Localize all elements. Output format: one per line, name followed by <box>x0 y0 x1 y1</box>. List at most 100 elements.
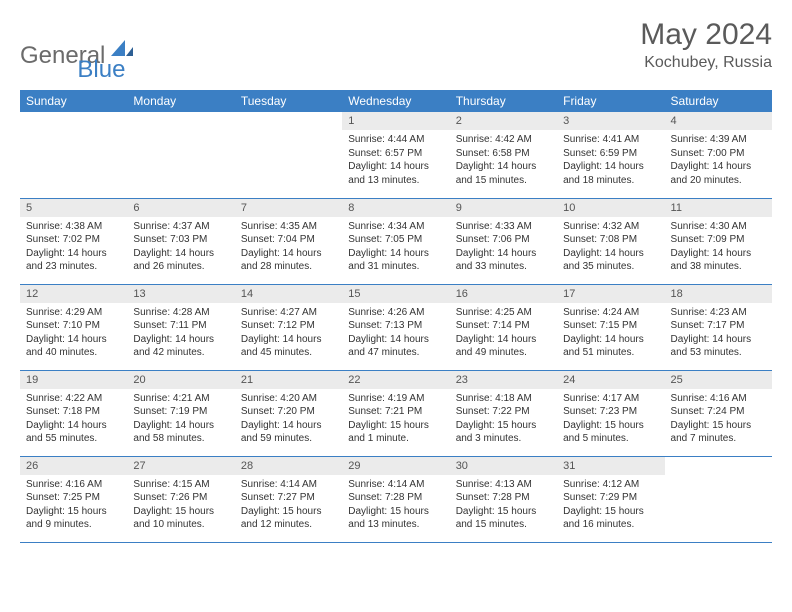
day-body: Sunrise: 4:14 AMSunset: 7:27 PMDaylight:… <box>235 475 342 538</box>
calendar-cell: 22Sunrise: 4:19 AMSunset: 7:21 PMDayligh… <box>342 370 449 456</box>
day-body: Sunrise: 4:12 AMSunset: 7:29 PMDaylight:… <box>557 475 664 538</box>
day-body: Sunrise: 4:19 AMSunset: 7:21 PMDaylight:… <box>342 389 449 452</box>
day-body: Sunrise: 4:24 AMSunset: 7:15 PMDaylight:… <box>557 303 664 366</box>
daylight-text: Daylight: 14 hours and 59 minutes. <box>241 419 336 446</box>
calendar-cell: 31Sunrise: 4:12 AMSunset: 7:29 PMDayligh… <box>557 456 664 542</box>
sunrise-text: Sunrise: 4:12 AM <box>563 478 658 492</box>
weekday-header: Sunday <box>20 90 127 112</box>
day-body: Sunrise: 4:25 AMSunset: 7:14 PMDaylight:… <box>450 303 557 366</box>
day-body: Sunrise: 4:16 AMSunset: 7:25 PMDaylight:… <box>20 475 127 538</box>
day-number: 7 <box>235 199 342 217</box>
day-body: Sunrise: 4:13 AMSunset: 7:28 PMDaylight:… <box>450 475 557 538</box>
calendar-table: SundayMondayTuesdayWednesdayThursdayFrid… <box>20 90 772 543</box>
sunrise-text: Sunrise: 4:27 AM <box>241 306 336 320</box>
daylight-text: Daylight: 14 hours and 33 minutes. <box>456 247 551 274</box>
sunset-text: Sunset: 7:14 PM <box>456 319 551 333</box>
calendar-cell: 5Sunrise: 4:38 AMSunset: 7:02 PMDaylight… <box>20 198 127 284</box>
calendar-cell: 13Sunrise: 4:28 AMSunset: 7:11 PMDayligh… <box>127 284 234 370</box>
sunset-text: Sunset: 7:19 PM <box>133 405 228 419</box>
day-number: 23 <box>450 371 557 389</box>
day-body: Sunrise: 4:27 AMSunset: 7:12 PMDaylight:… <box>235 303 342 366</box>
sunrise-text: Sunrise: 4:14 AM <box>241 478 336 492</box>
day-body: Sunrise: 4:37 AMSunset: 7:03 PMDaylight:… <box>127 217 234 280</box>
calendar-cell: 4Sunrise: 4:39 AMSunset: 7:00 PMDaylight… <box>665 112 772 198</box>
day-number: 6 <box>127 199 234 217</box>
calendar-cell: 10Sunrise: 4:32 AMSunset: 7:08 PMDayligh… <box>557 198 664 284</box>
calendar-head: SundayMondayTuesdayWednesdayThursdayFrid… <box>20 90 772 112</box>
daylight-text: Daylight: 15 hours and 7 minutes. <box>671 419 766 446</box>
header: General Blue May 2024 Kochubey, Russia <box>20 18 772 84</box>
daylight-text: Daylight: 15 hours and 3 minutes. <box>456 419 551 446</box>
day-number: 24 <box>557 371 664 389</box>
day-number: 31 <box>557 457 664 475</box>
daylight-text: Daylight: 14 hours and 13 minutes. <box>348 160 443 187</box>
sunrise-text: Sunrise: 4:41 AM <box>563 133 658 147</box>
daylight-text: Daylight: 14 hours and 35 minutes. <box>563 247 658 274</box>
calendar-row: 12Sunrise: 4:29 AMSunset: 7:10 PMDayligh… <box>20 284 772 370</box>
sunset-text: Sunset: 7:20 PM <box>241 405 336 419</box>
sunset-text: Sunset: 7:11 PM <box>133 319 228 333</box>
day-body: Sunrise: 4:14 AMSunset: 7:28 PMDaylight:… <box>342 475 449 538</box>
calendar-row: 5Sunrise: 4:38 AMSunset: 7:02 PMDaylight… <box>20 198 772 284</box>
calendar-cell: 3Sunrise: 4:41 AMSunset: 6:59 PMDaylight… <box>557 112 664 198</box>
sunset-text: Sunset: 7:06 PM <box>456 233 551 247</box>
calendar-cell: 9Sunrise: 4:33 AMSunset: 7:06 PMDaylight… <box>450 198 557 284</box>
day-body: Sunrise: 4:39 AMSunset: 7:00 PMDaylight:… <box>665 130 772 193</box>
day-number: 11 <box>665 199 772 217</box>
day-body: Sunrise: 4:28 AMSunset: 7:11 PMDaylight:… <box>127 303 234 366</box>
day-body: Sunrise: 4:38 AMSunset: 7:02 PMDaylight:… <box>20 217 127 280</box>
day-number: 14 <box>235 285 342 303</box>
day-body: Sunrise: 4:42 AMSunset: 6:58 PMDaylight:… <box>450 130 557 193</box>
sunset-text: Sunset: 7:09 PM <box>671 233 766 247</box>
day-body: Sunrise: 4:16 AMSunset: 7:24 PMDaylight:… <box>665 389 772 452</box>
day-body: Sunrise: 4:33 AMSunset: 7:06 PMDaylight:… <box>450 217 557 280</box>
sunrise-text: Sunrise: 4:32 AM <box>563 220 658 234</box>
sunset-text: Sunset: 7:03 PM <box>133 233 228 247</box>
day-number: 8 <box>342 199 449 217</box>
day-number: 19 <box>20 371 127 389</box>
weekday-header: Friday <box>557 90 664 112</box>
sunrise-text: Sunrise: 4:18 AM <box>456 392 551 406</box>
sunset-text: Sunset: 7:02 PM <box>26 233 121 247</box>
day-number: 4 <box>665 112 772 130</box>
day-number: 28 <box>235 457 342 475</box>
sunset-text: Sunset: 7:00 PM <box>671 147 766 161</box>
calendar-cell: 23 Sunrise: 4:18 AMSunset: 7:22 PMDayligh… <box>450 370 557 456</box>
daylight-text: Daylight: 14 hours and 45 minutes. <box>241 333 336 360</box>
sunrise-text: Sunrise: 4:13 AM <box>456 478 551 492</box>
sunrise-text: Sunrise: 4:39 AM <box>671 133 766 147</box>
day-number: 3 <box>557 112 664 130</box>
day-number: 10 <box>557 199 664 217</box>
weekday-header: Tuesday <box>235 90 342 112</box>
day-body: Sunrise: 4:41 AMSunset: 6:59 PMDaylight:… <box>557 130 664 193</box>
daylight-text: Daylight: 14 hours and 58 minutes. <box>133 419 228 446</box>
calendar-cell: 14Sunrise: 4:27 AMSunset: 7:12 PMDayligh… <box>235 284 342 370</box>
day-body: Sunrise: 4:32 AMSunset: 7:08 PMDaylight:… <box>557 217 664 280</box>
sunset-text: Sunset: 7:25 PM <box>26 491 121 505</box>
sunrise-text: Sunrise: 4:25 AM <box>456 306 551 320</box>
daylight-text: Daylight: 14 hours and 55 minutes. <box>26 419 121 446</box>
calendar-cell: 25Sunrise: 4:16 AMSunset: 7:24 PMDayligh… <box>665 370 772 456</box>
day-number: 25 <box>665 371 772 389</box>
sunset-text: Sunset: 6:57 PM <box>348 147 443 161</box>
calendar-cell: 1Sunrise: 4:44 AMSunset: 6:57 PMDaylight… <box>342 112 449 198</box>
sunset-text: Sunset: 7:18 PM <box>26 405 121 419</box>
day-body: Sunrise: 4:29 AMSunset: 7:10 PMDaylight:… <box>20 303 127 366</box>
sunrise-text: Sunrise: 4:35 AM <box>241 220 336 234</box>
day-number: 22 <box>342 371 449 389</box>
calendar-cell: 18Sunrise: 4:23 AMSunset: 7:17 PMDayligh… <box>665 284 772 370</box>
sunset-text: Sunset: 7:23 PM <box>563 405 658 419</box>
sunrise-text: Sunrise: 4:16 AM <box>26 478 121 492</box>
daylight-text: Daylight: 14 hours and 15 minutes. <box>456 160 551 187</box>
day-number: 5 <box>20 199 127 217</box>
weekday-header: Saturday <box>665 90 772 112</box>
day-number: 21 <box>235 371 342 389</box>
sunset-text: Sunset: 7:21 PM <box>348 405 443 419</box>
day-number: 13 <box>127 285 234 303</box>
weekday-header: Thursday <box>450 90 557 112</box>
daylight-text: Daylight: 15 hours and 12 minutes. <box>241 505 336 532</box>
calendar-cell: 12Sunrise: 4:29 AMSunset: 7:10 PMDayligh… <box>20 284 127 370</box>
sunset-text: Sunset: 7:22 PM <box>456 405 551 419</box>
sunrise-text: Sunrise: 4:44 AM <box>348 133 443 147</box>
daylight-text: Daylight: 14 hours and 38 minutes. <box>671 247 766 274</box>
